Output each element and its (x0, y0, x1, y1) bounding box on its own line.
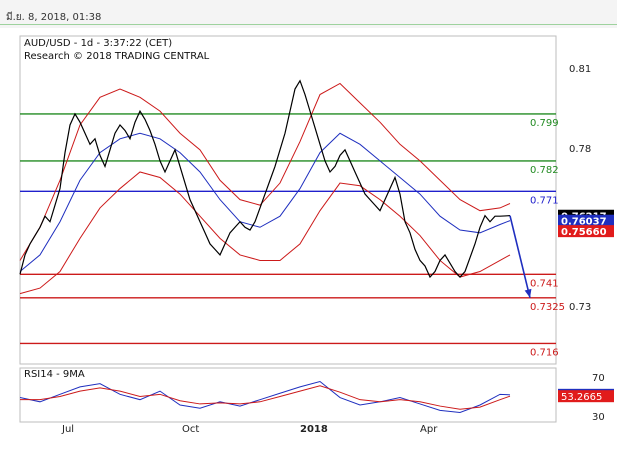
level-label: 0.7325 (530, 302, 565, 313)
price-label-box (558, 214, 614, 227)
rsi-y-tick-label: 70 (592, 373, 605, 384)
forecast-arrow (509, 215, 531, 298)
indicator-line (19, 171, 511, 295)
y-tick-label: 0.78 (569, 144, 591, 155)
indicator-line (19, 82, 511, 261)
rsi-panel (19, 367, 557, 423)
level-label: 0.741 (530, 278, 559, 289)
level-label: 0.799 (530, 118, 559, 129)
x-tick-label: 2018 (300, 424, 328, 435)
main-panel (19, 35, 557, 365)
level-label: 0.716 (530, 347, 559, 358)
rsi-line (19, 380, 511, 413)
y-tick-label: 0.81 (569, 64, 591, 75)
top-divider (0, 24, 617, 25)
x-tick-label: Oct (182, 424, 199, 435)
price-line (19, 79, 511, 279)
level-label: 0.771 (530, 195, 559, 206)
rsi-label: 53.2665 (561, 392, 602, 403)
y-tick-label: 0.73 (569, 302, 591, 313)
rsi-y-tick-label: 30 (592, 412, 605, 423)
price-label: 0.76037 (561, 217, 607, 228)
x-tick-label: Jul (61, 424, 74, 435)
chart-title: AUD/USD - 1d - 3:37:22 (CET) (24, 38, 172, 49)
rsi-title: RSI14 - 9MA (24, 369, 85, 380)
price-label: 0.75660 (561, 227, 607, 238)
x-tick-label: Apr (420, 424, 438, 435)
rsi-ma-line (20, 385, 511, 410)
level-label: 0.782 (530, 165, 559, 176)
price-label-box (558, 225, 614, 238)
timestamp: มี.ย. 8, 2018, 01:38 (6, 12, 102, 23)
chart-subtitle: Research © 2018 TRADING CENTRAL (24, 51, 210, 62)
rsi-label-box (558, 390, 614, 403)
top-bar: มี.ย. 8, 2018, 01:38 (0, 0, 617, 28)
indicator-line (19, 132, 511, 272)
forecast-arrow-head (524, 288, 532, 298)
